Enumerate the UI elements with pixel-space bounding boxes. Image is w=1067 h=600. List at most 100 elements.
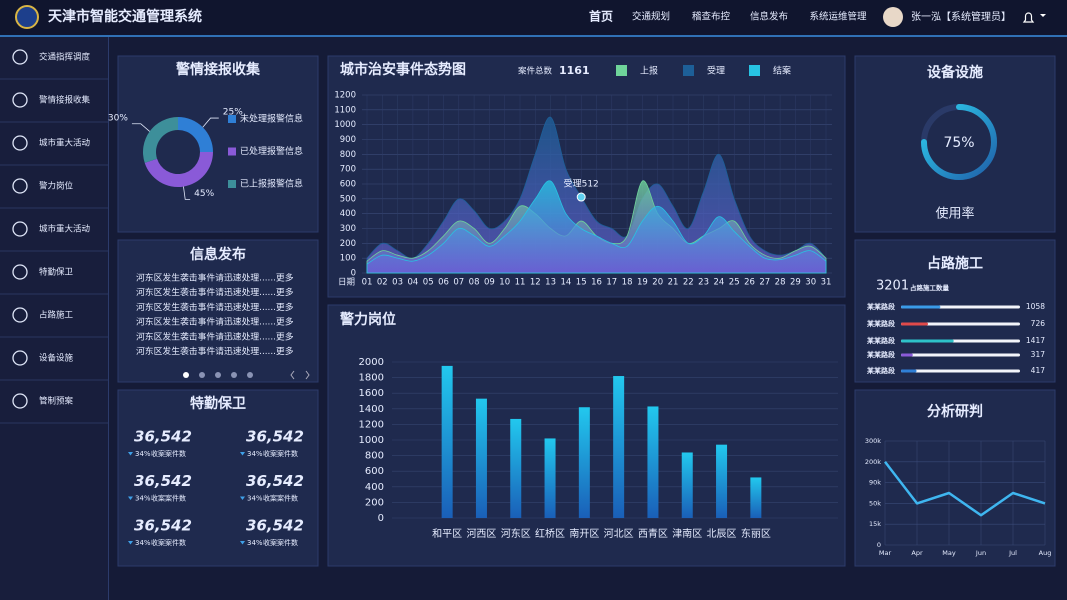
- leader-line: [183, 186, 191, 200]
- menu-item[interactable]: 占路施工: [39, 310, 74, 321]
- gauge-caption: 使用率: [935, 206, 974, 222]
- user-name[interactable]: 张一泓【系统管理员】: [911, 10, 1011, 23]
- x-tick-label: 31: [821, 278, 832, 288]
- legend-swatch: [683, 65, 694, 76]
- area: [366, 180, 827, 274]
- y-tick-label: 300k: [865, 437, 881, 445]
- menu-item[interactable]: 警情接报收集: [39, 95, 91, 106]
- row-name: 某某路段: [866, 350, 895, 359]
- total-label: 占路施工数量: [910, 283, 950, 292]
- x-tick-label: 04: [407, 278, 418, 288]
- page-dot[interactable]: [231, 372, 237, 378]
- x-tick-label: 26: [744, 278, 755, 288]
- news-item[interactable]: 河东区发生袭击事件请迅速处理......更多: [136, 286, 294, 298]
- page-dot[interactable]: [215, 372, 221, 378]
- y-tick-label: 300: [340, 224, 356, 234]
- x-tick-label: May: [942, 549, 956, 557]
- y-tick-label: 1000: [334, 120, 356, 130]
- nav-item[interactable]: 稽查布控: [692, 11, 731, 23]
- y-tick-label: 800: [340, 150, 356, 160]
- menu-item[interactable]: 城市重大活动: [39, 138, 91, 149]
- panel-title: 警力岗位: [340, 311, 396, 328]
- nav-item[interactable]: 交通规划: [632, 11, 670, 23]
- panel: [854, 55, 1056, 233]
- stat-change: 34%: [135, 495, 151, 503]
- y-tick-label: 2000: [359, 357, 384, 368]
- stat-value: 36,542: [246, 517, 304, 535]
- legend-label: 已处理报警信息: [240, 145, 303, 157]
- news-item[interactable]: 河东区发生袭击事件请迅速处理......更多: [136, 301, 294, 313]
- news-item[interactable]: 河东区发生袭击事件请迅速处理......更多: [136, 345, 294, 357]
- legend-label: 已上报报警信息: [240, 178, 303, 190]
- nav-item[interactable]: 首页: [589, 9, 613, 24]
- bar: [613, 376, 625, 518]
- bar-track: [901, 353, 1020, 357]
- row-value: 726: [1031, 319, 1046, 328]
- news-item[interactable]: 河东区发生袭击事件请迅速处理......更多: [136, 272, 294, 284]
- legend-label: 上报: [640, 65, 658, 77]
- y-tick-label: 700: [340, 165, 356, 175]
- y-tick-label: 1400: [359, 404, 384, 415]
- panel: [854, 239, 1056, 383]
- avatar[interactable]: [883, 7, 903, 27]
- progress-bar: [901, 339, 954, 343]
- progress-bar: [901, 369, 917, 373]
- annotation: 受理512: [564, 178, 599, 190]
- x-axis-label: 日期: [338, 278, 355, 288]
- x-tick-label: 南开区: [569, 527, 599, 540]
- row-value: 1417: [1026, 336, 1045, 345]
- page-dot[interactable]: [247, 372, 253, 378]
- x-tick-label: 20: [652, 278, 663, 288]
- nav-item[interactable]: 信息发布: [750, 11, 788, 23]
- line: [884, 461, 1046, 517]
- bell-icon[interactable]: [1022, 12, 1035, 23]
- stat-change: 34%: [135, 539, 151, 547]
- x-tick-label: Apr: [911, 549, 923, 557]
- sidebar: [0, 37, 108, 600]
- row-name: 某某路段: [866, 336, 895, 345]
- news-item[interactable]: 河东区发生袭击事件请迅速处理......更多: [136, 316, 294, 328]
- panel: [117, 55, 319, 233]
- menu-item[interactable]: 警力岗位: [39, 181, 74, 192]
- progress-bar: [901, 353, 913, 357]
- y-tick-label: 400: [365, 482, 384, 493]
- annotation-point: [576, 192, 586, 202]
- x-tick-label: 11: [515, 278, 526, 288]
- menu-item[interactable]: 城市重大活动: [39, 224, 91, 235]
- prev-arrow[interactable]: [290, 370, 295, 380]
- y-tick-label: 1200: [334, 91, 356, 101]
- x-tick-label: 21: [668, 278, 679, 288]
- menu-item[interactable]: 设备设施: [39, 353, 74, 364]
- menu-icon: [12, 350, 28, 366]
- row-name: 某某路段: [866, 319, 895, 328]
- next-arrow[interactable]: [305, 370, 310, 380]
- y-tick-label: 900: [340, 135, 356, 145]
- stat-label: 收案案件数: [151, 449, 186, 458]
- y-tick-label: 0: [877, 541, 881, 549]
- x-tick-label: 07: [453, 278, 464, 288]
- down-triangle: [128, 452, 133, 456]
- gauge-value: 75%: [943, 135, 974, 151]
- panel: [117, 239, 319, 383]
- menu-item[interactable]: 交通指挥调度: [39, 52, 91, 63]
- panel: [854, 389, 1056, 567]
- legend-swatch: [616, 65, 627, 76]
- panel-title: 分析研判: [927, 403, 983, 420]
- x-tick-label: 01: [362, 278, 373, 288]
- panel: [117, 389, 319, 567]
- menu-item[interactable]: 特勤保卫: [39, 267, 74, 278]
- stat-label: 收案案件数: [263, 449, 298, 458]
- menu-item[interactable]: 管制预案: [39, 396, 74, 407]
- y-tick-label: 400: [340, 209, 356, 219]
- dropdown-icon[interactable]: [1040, 14, 1046, 17]
- x-tick-label: 29: [790, 278, 801, 288]
- stat-value: 36,542: [246, 472, 304, 490]
- page-dot[interactable]: [199, 372, 205, 378]
- y-tick-label: 1200: [359, 419, 384, 430]
- news-item[interactable]: 河东区发生袭击事件请迅速处理......更多: [136, 330, 294, 342]
- bar-track: [901, 369, 1020, 373]
- bar: [544, 438, 556, 518]
- nav-item[interactable]: 系统运维管理: [809, 11, 867, 23]
- page-dot[interactable]: [183, 372, 189, 378]
